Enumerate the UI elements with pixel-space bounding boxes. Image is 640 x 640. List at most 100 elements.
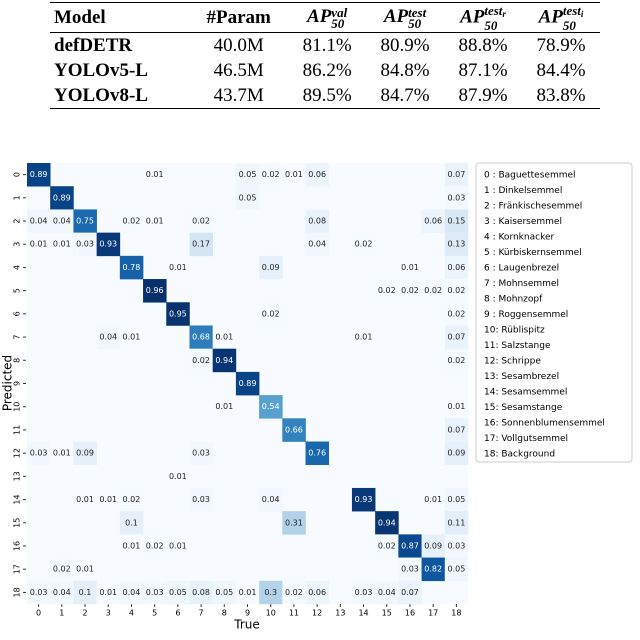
cell-label: 0.04 (262, 495, 280, 504)
y-tick-label: 15 (13, 518, 22, 528)
cell-label: 0.03 (146, 588, 164, 597)
heatmap-cell (235, 163, 260, 187)
header-row: Model #Param AP val 50 AP test 50 AP testr 50 AP tes… (50, 2, 600, 33)
cell-label: 0.01 (239, 588, 257, 597)
heatmap-cell (189, 487, 213, 512)
cell-label: 0.01 (99, 588, 117, 597)
cell-label: 0.31 (285, 518, 303, 527)
heatmap-cell (259, 487, 283, 512)
cell-label: 0.01 (169, 541, 187, 550)
heatmap-cell (235, 371, 260, 396)
cell-label: 0.17 (192, 240, 210, 249)
heatmap-cell (305, 232, 330, 257)
table-cell: 86.2% (302, 59, 352, 81)
x-tick-label: 5 (152, 609, 157, 618)
heatmap-cell (305, 580, 330, 605)
table-cell: 83.8% (536, 84, 586, 106)
header-base: AP (307, 6, 332, 28)
y-tick-label: 6 (13, 311, 22, 316)
heatmap-cell (259, 395, 283, 419)
x-tick-label: 0 (36, 609, 41, 618)
heatmap-cell (398, 279, 422, 303)
legend-entry: 0 : Baguettesemmel (484, 171, 576, 181)
cell-label: 0.04 (30, 217, 48, 226)
cell-label: 0.02 (123, 495, 141, 504)
legend-entry: 3 : Kaisersemmel (484, 217, 562, 227)
cell-label: 0.06 (447, 263, 465, 272)
cell-label: 0.89 (30, 170, 48, 179)
x-tick-label: 9 (245, 609, 250, 618)
cell-label: 0.07 (447, 170, 465, 179)
cell-label: 0.02 (447, 356, 465, 365)
heatmap-cell (444, 511, 469, 535)
y-tick-label: 12 (13, 448, 22, 458)
cell-label: 0.87 (401, 541, 419, 550)
table-cell: YOLOv8-L (54, 84, 148, 106)
cell-label: 0.04 (378, 588, 396, 597)
heatmap-cell (189, 348, 213, 373)
header-sup: val (331, 4, 348, 20)
heatmap-cell (96, 325, 121, 349)
header-scripts: testi 50 (563, 4, 584, 32)
y-tick-label: 7 (13, 335, 22, 340)
heatmap-cell (282, 511, 306, 535)
table-cell: 84.4% (536, 59, 586, 81)
table-cell: 89.5% (302, 84, 352, 106)
cell-label: 0.01 (146, 170, 164, 179)
cell-label: 0.05 (447, 495, 465, 504)
heatmap-cell (421, 279, 446, 303)
heatmap-cell (421, 557, 446, 582)
heatmap-cell (27, 232, 51, 257)
cell-label: 0.13 (447, 240, 465, 249)
y-tick-label: 11 (13, 425, 22, 435)
heatmap-cell (444, 186, 469, 210)
cell-label: 0.54 (262, 402, 280, 411)
cell-label: 0.04 (308, 240, 326, 249)
heatmap-cell (143, 534, 167, 558)
y-tick-label: 8 (13, 358, 22, 363)
heatmap-cell (259, 163, 283, 187)
heatmap-cell (119, 325, 144, 349)
cell-label: 0.02 (378, 286, 396, 295)
cell-label: 0.02 (192, 217, 210, 226)
heatmap-cell (398, 255, 422, 280)
cell-label: 0.01 (215, 402, 233, 411)
cell-label: 0.93 (99, 240, 117, 249)
x-tick-label: 18 (451, 609, 461, 618)
heatmap-cell (444, 441, 469, 466)
x-tick-label: 3 (106, 609, 111, 618)
legend-entry: 15: Sesamstange (484, 403, 563, 413)
legend-entry: 4 : Kornknacker (484, 233, 554, 243)
cell-label: 0.07 (447, 333, 465, 342)
cell-label: 0.03 (401, 565, 419, 574)
header-scripts: val 50 (331, 4, 348, 30)
heatmap-cell (259, 255, 283, 280)
heatmap-cell (444, 557, 469, 582)
table-body: defDETR 40.0M 81.1% 80.9% 88.8% 78.9% YOLOv5-L… (50, 33, 600, 109)
heatmap-cell (27, 580, 51, 605)
heatmap-cell (305, 209, 330, 233)
heatmap-cell (444, 232, 469, 257)
cell-label: 0.02 (192, 356, 210, 365)
heatmap-cell (73, 487, 97, 512)
heatmap-cell (96, 232, 121, 257)
table-cell: 81.1% (302, 34, 352, 56)
heatmap-cell (189, 325, 213, 349)
cell-label: 0.03 (447, 541, 465, 550)
x-tick-label: 1 (59, 609, 64, 618)
cell-label: 0.06 (308, 170, 326, 179)
cell-label: 0.02 (447, 309, 465, 318)
header-scripts: test 50 (408, 6, 426, 30)
cell-label: 0.03 (192, 449, 210, 458)
table-cell: 43.7M (213, 84, 264, 106)
table-cell: 46.5M (213, 59, 264, 81)
cell-label: 0.02 (262, 170, 280, 179)
cell-label: 0.04 (123, 588, 141, 597)
cell-label: 0.1 (125, 518, 138, 527)
cell-label: 0.08 (192, 588, 210, 597)
cell-label: 0.94 (215, 356, 233, 365)
heatmap-cell (398, 534, 422, 558)
cell-label: 0.02 (424, 286, 442, 295)
y-tick-label: 2 (13, 218, 22, 223)
